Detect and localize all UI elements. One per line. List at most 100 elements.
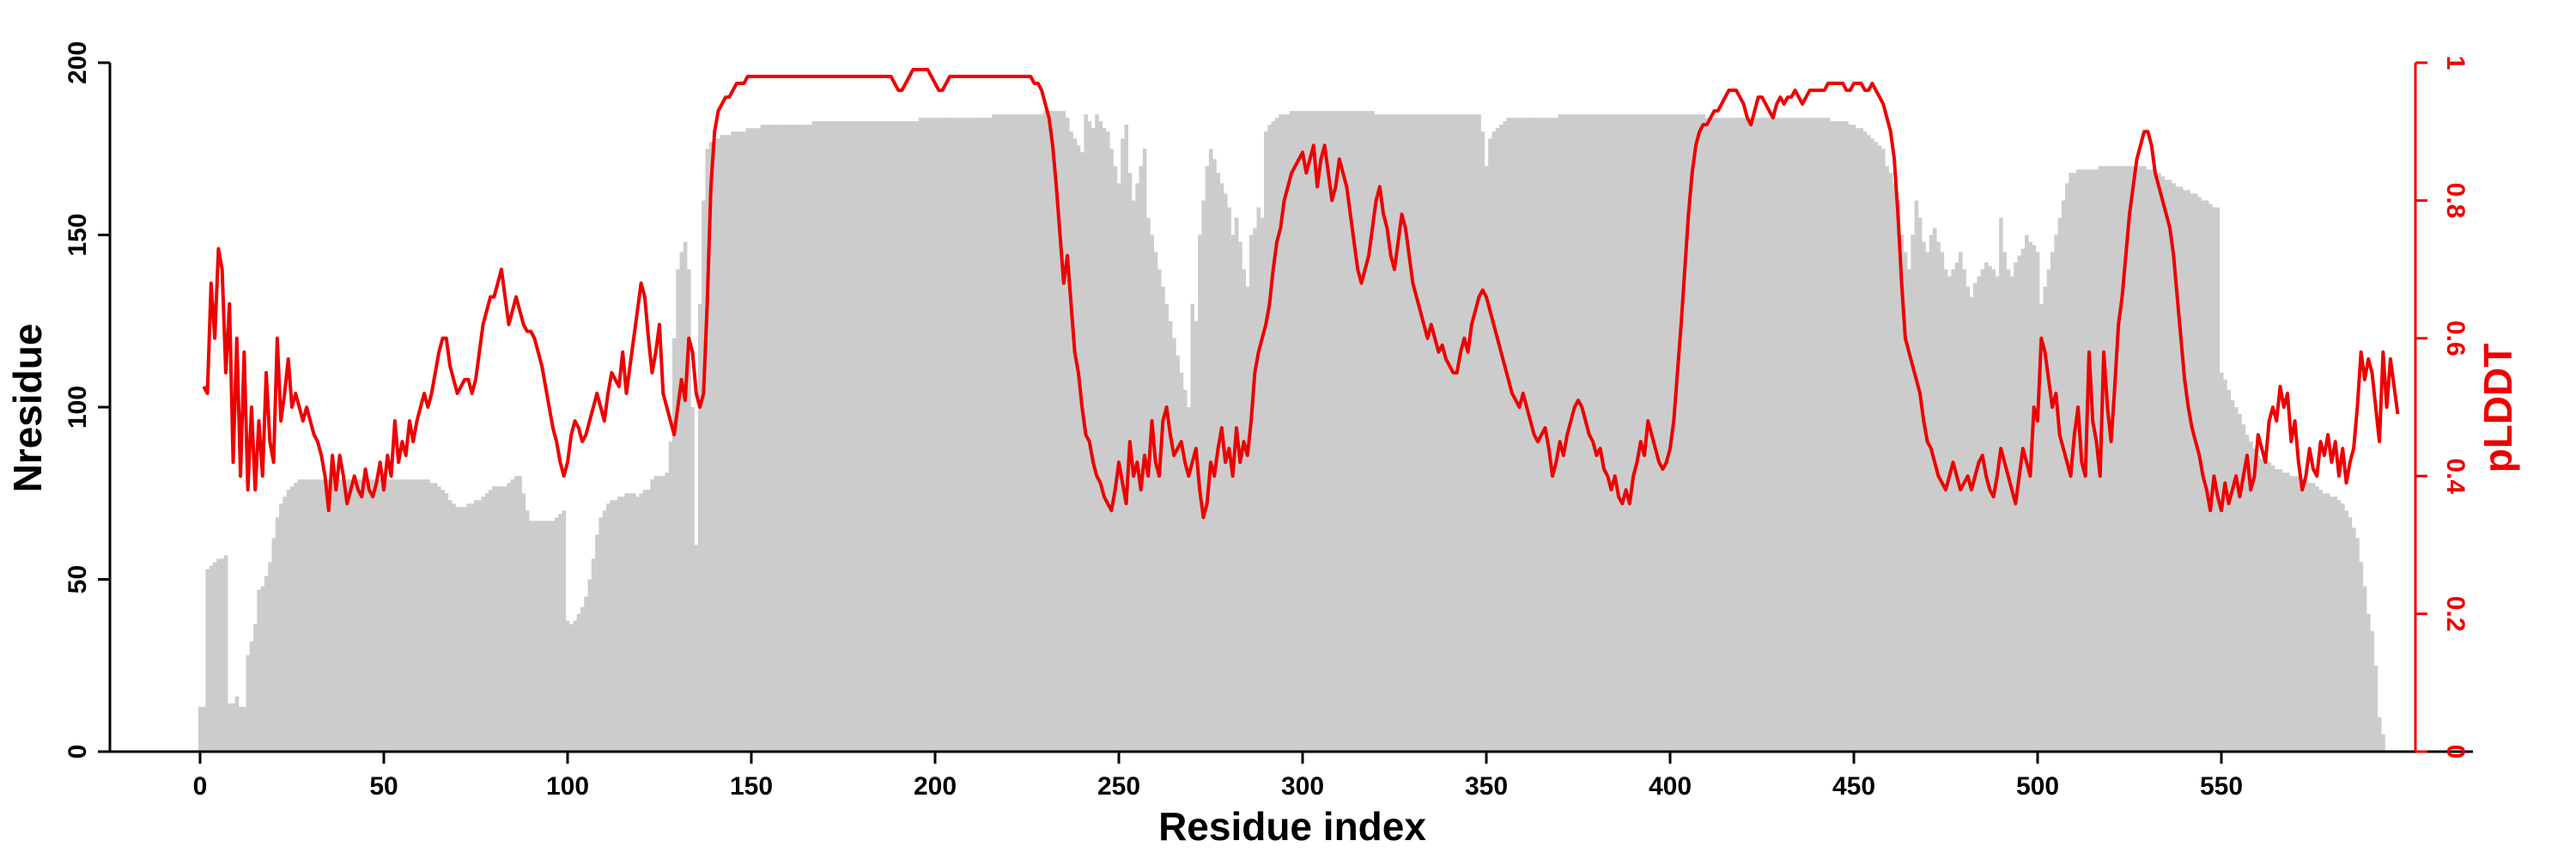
bar <box>937 118 941 752</box>
bar <box>2263 462 2268 752</box>
bar <box>720 135 725 752</box>
bar <box>984 118 989 752</box>
bar <box>1058 111 1062 752</box>
bar <box>1374 114 1379 752</box>
bar <box>1764 118 1768 752</box>
bar <box>1701 114 1705 752</box>
bar <box>892 121 897 752</box>
bar <box>1455 114 1460 752</box>
bar <box>1334 111 1338 752</box>
bar <box>992 114 996 752</box>
bar <box>1458 114 1463 752</box>
bar <box>855 121 860 752</box>
bar <box>1227 207 1231 752</box>
bar <box>676 269 680 752</box>
bar <box>404 479 409 752</box>
bar <box>1753 118 1757 752</box>
bar <box>1256 207 1261 752</box>
bar <box>2138 166 2143 752</box>
bar <box>610 500 614 752</box>
bar <box>2289 476 2293 752</box>
bar <box>702 200 706 752</box>
bar <box>1506 118 1511 752</box>
bar <box>234 696 240 752</box>
bar <box>1293 111 1297 752</box>
bar <box>349 479 353 752</box>
y-tick-label: 100 <box>64 386 92 429</box>
bar <box>771 125 776 752</box>
bar <box>1911 235 1915 752</box>
bar <box>1300 111 1305 752</box>
bar <box>2146 169 2150 752</box>
bar <box>481 497 485 752</box>
bar <box>2381 734 2385 752</box>
bar <box>1182 389 1188 752</box>
bar <box>429 483 434 752</box>
bar <box>738 131 743 752</box>
bar <box>1113 166 1118 752</box>
bar <box>826 121 831 752</box>
bar <box>363 479 368 752</box>
bar <box>1822 118 1827 752</box>
bar <box>1730 118 1735 752</box>
bar <box>1448 114 1452 752</box>
bar <box>947 118 952 752</box>
bar <box>371 479 375 752</box>
bar <box>1422 114 1426 752</box>
bar <box>881 121 886 752</box>
bar <box>863 121 868 752</box>
bar <box>513 476 519 752</box>
bar <box>1837 121 1842 752</box>
bar <box>1234 217 1239 752</box>
x-tick-label: 500 <box>2016 772 2059 801</box>
bar <box>1285 114 1291 752</box>
bar <box>2355 538 2360 752</box>
y-ticks: 0 50 100 150 200 <box>64 41 110 758</box>
bar <box>242 706 246 752</box>
bar <box>1638 114 1643 752</box>
bar <box>488 490 493 752</box>
bar <box>1514 118 1518 752</box>
bar <box>668 442 673 752</box>
bar <box>963 118 967 752</box>
y2-tick-label: 0.6 <box>2441 320 2470 356</box>
bar <box>1933 228 1937 752</box>
bar <box>525 510 530 752</box>
bar <box>1297 111 1302 752</box>
bar <box>837 121 842 752</box>
bar <box>1249 235 1254 752</box>
bar <box>452 503 456 752</box>
bar <box>2105 166 2110 752</box>
bar <box>2054 235 2058 752</box>
bar <box>1907 269 1911 752</box>
bar <box>1999 217 2003 752</box>
bar <box>1848 125 1853 752</box>
bar <box>268 562 272 752</box>
bar <box>1230 235 1236 752</box>
bar <box>1098 121 1103 752</box>
bar <box>297 479 301 752</box>
bar <box>1958 252 1963 752</box>
bar <box>1050 111 1055 752</box>
bar <box>1841 121 1845 752</box>
bar <box>1319 111 1323 752</box>
bar <box>1029 114 1033 752</box>
bar <box>1208 149 1213 752</box>
bar <box>933 118 938 752</box>
bar <box>202 706 206 752</box>
bar <box>1782 118 1787 752</box>
bar <box>1664 114 1669 752</box>
bar <box>197 706 203 752</box>
bar <box>940 118 945 752</box>
bar-series <box>197 111 2385 752</box>
bar <box>2370 631 2374 752</box>
bar <box>1590 114 1595 752</box>
bar <box>845 121 849 752</box>
bar <box>1851 125 1856 752</box>
bar <box>2215 207 2221 752</box>
bar <box>1826 118 1831 752</box>
bar <box>503 486 507 752</box>
bar <box>2344 510 2348 752</box>
bar <box>1738 118 1742 752</box>
bar <box>352 479 357 752</box>
